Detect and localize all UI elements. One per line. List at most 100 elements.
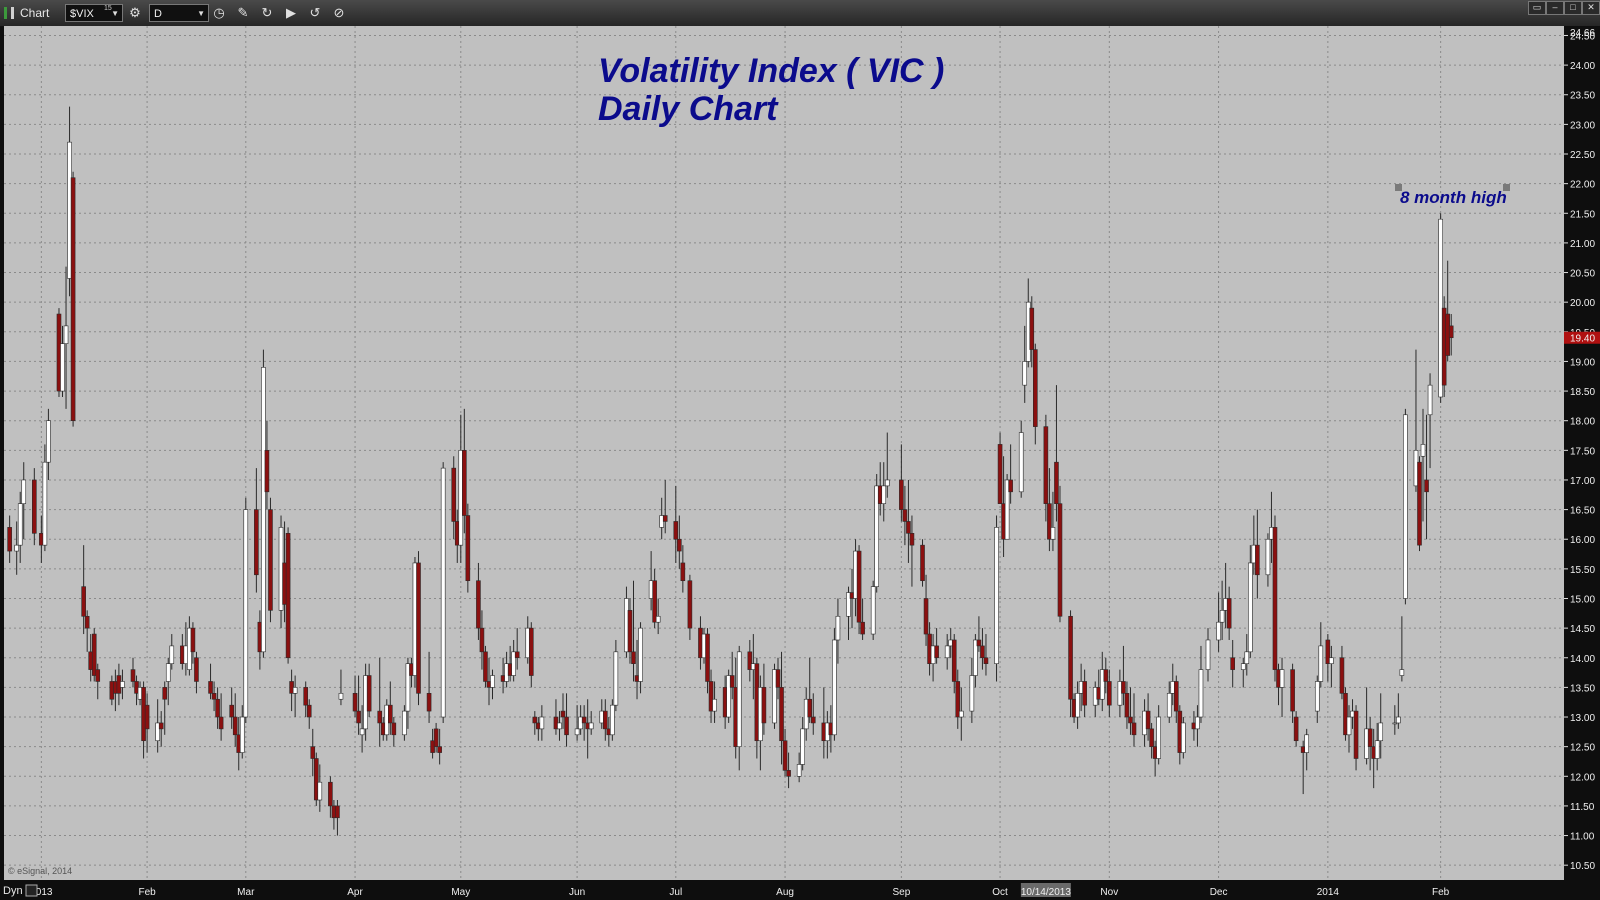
- maximize-window-icon[interactable]: □: [1564, 1, 1582, 15]
- candle: [899, 444, 904, 522]
- candle-body-up: [1166, 693, 1172, 718]
- candle-body-down: [1107, 681, 1112, 706]
- candle: [1198, 645, 1204, 723]
- restore-window-icon[interactable]: ▭: [1528, 1, 1546, 15]
- candle: [377, 657, 383, 747]
- candle-body-down: [91, 633, 97, 676]
- y-tick-label: 18.00: [1570, 417, 1595, 428]
- candle: [1166, 681, 1172, 723]
- candle-body-up: [21, 479, 27, 504]
- interval-input[interactable]: D ▼: [149, 4, 209, 22]
- candle: [1448, 314, 1454, 356]
- rewind-icon[interactable]: ↺: [309, 5, 321, 20]
- candle: [366, 663, 372, 718]
- chevron-down-icon[interactable]: ▼: [111, 9, 119, 18]
- candle: [652, 568, 657, 629]
- close-icon[interactable]: ✕: [1582, 1, 1600, 15]
- dyn-label-group[interactable]: Dyn: [3, 884, 38, 897]
- play-icon[interactable]: ▶: [286, 5, 296, 20]
- candle-body-down: [1128, 716, 1133, 724]
- candle-body-down: [483, 651, 488, 682]
- candle-body-down: [1290, 669, 1295, 712]
- candle: [560, 693, 566, 729]
- chart-subtitle: Daily Chart: [598, 90, 779, 128]
- dyn-settings-icon[interactable]: [25, 884, 38, 897]
- candle-body-up: [846, 592, 851, 617]
- candle: [169, 634, 175, 670]
- candle: [846, 586, 851, 640]
- candle-body-down: [1103, 669, 1109, 682]
- y-tick-label: 16.50: [1570, 506, 1595, 517]
- candle-body-up: [1240, 663, 1246, 670]
- candle: [532, 711, 538, 735]
- symbol-input[interactable]: $VIX 15 ▼: [65, 4, 123, 22]
- candle: [955, 669, 961, 729]
- candle-body-down: [437, 746, 442, 753]
- candle-body-down: [416, 562, 421, 694]
- clock-icon[interactable]: ◷: [213, 5, 225, 20]
- annotation-handle-left[interactable]: [1395, 184, 1402, 191]
- candle: [944, 634, 950, 670]
- minimize-window-icon[interactable]: –: [1546, 1, 1564, 15]
- pencil-icon[interactable]: ✎: [237, 5, 249, 20]
- candle-body-up: [1022, 361, 1028, 386]
- candle: [1399, 616, 1405, 682]
- candle-body-down: [1054, 461, 1059, 504]
- candle-body-up: [17, 503, 23, 546]
- y-top-price-label: 24.66: [1570, 28, 1595, 39]
- candle-body-down: [564, 716, 569, 736]
- candle-body-up: [712, 698, 717, 712]
- candle: [1043, 414, 1049, 522]
- candle-body-down: [194, 657, 199, 682]
- x-crosshair-date-box: [1020, 883, 1071, 897]
- candle: [1181, 717, 1186, 759]
- candle-body-down: [268, 509, 273, 611]
- candle-body-down: [856, 550, 862, 623]
- y-tick-label: 21.00: [1570, 239, 1595, 250]
- candle-body-down: [387, 704, 393, 724]
- vix-daily-chart[interactable]: 10.50 11.00 11.50 12.00 12.50 13.00 13.50 14.00…: [0, 26, 1600, 900]
- annotation-handle-right[interactable]: [1503, 184, 1510, 191]
- candle-body-up: [169, 645, 175, 664]
- candle-body-up: [973, 639, 978, 676]
- candle: [1121, 645, 1126, 706]
- candle-body-down: [687, 580, 693, 629]
- candle: [1131, 693, 1137, 747]
- chevron-down-icon[interactable]: ▼: [197, 9, 205, 18]
- candle-body-down: [761, 687, 767, 724]
- candle: [42, 444, 48, 552]
- candle: [84, 610, 90, 652]
- candle: [1057, 485, 1063, 623]
- chart-app-tab[interactable]: Chart: [4, 0, 49, 26]
- draw-tool-icon[interactable]: ⊘: [333, 5, 345, 20]
- candle-body-up: [574, 728, 580, 736]
- candle-body-down: [581, 716, 587, 724]
- candle-body-up: [835, 615, 841, 641]
- candle-body-down: [229, 704, 234, 718]
- candle-body-up: [994, 527, 999, 664]
- candle: [574, 705, 580, 741]
- y-tick-label: 17.00: [1570, 476, 1595, 487]
- candle: [338, 669, 344, 706]
- candle: [1374, 722, 1380, 771]
- y-tick-label: 12.50: [1570, 743, 1595, 754]
- candle-body-up: [261, 367, 266, 653]
- candle-body-down: [786, 770, 791, 777]
- candle: [229, 687, 234, 729]
- candle-body-down: [1353, 710, 1359, 759]
- candle-body-up: [874, 485, 879, 587]
- candle: [1128, 687, 1133, 735]
- candle: [1318, 622, 1324, 688]
- candle: [70, 171, 76, 427]
- candle-body-down: [451, 467, 457, 522]
- candle-body-down: [1255, 544, 1260, 576]
- candle-body-up: [1265, 538, 1271, 576]
- candle: [786, 752, 791, 789]
- candle: [144, 693, 150, 753]
- candle-body-up: [638, 627, 643, 682]
- refresh-icon[interactable]: ↻: [261, 5, 273, 20]
- candle: [631, 580, 636, 682]
- candle: [951, 634, 957, 694]
- candle: [902, 485, 908, 546]
- settings-icon[interactable]: ⚙: [129, 5, 141, 20]
